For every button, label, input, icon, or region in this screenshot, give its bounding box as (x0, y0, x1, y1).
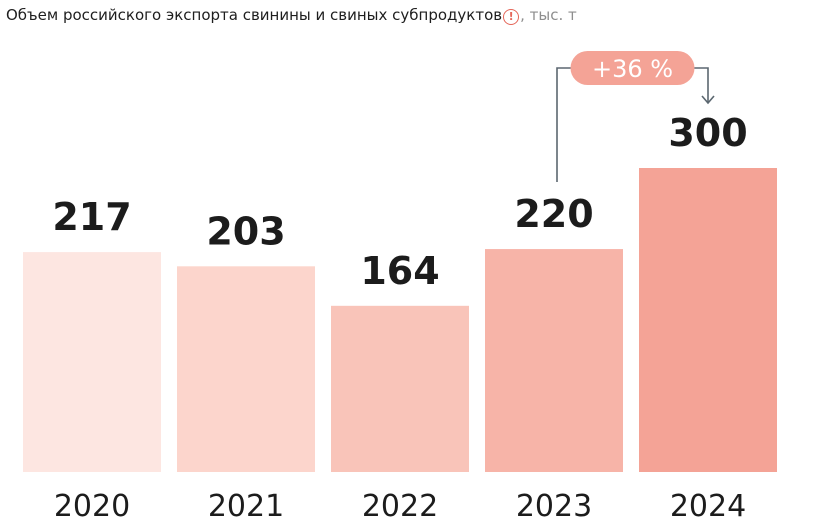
x-tick-2024: 2024 (670, 489, 746, 524)
x-tick-2022: 2022 (362, 489, 438, 524)
bar-2021 (177, 266, 315, 472)
x-tick-2021: 2021 (208, 489, 284, 524)
chart-title-text: Объем российского экспорта свинины и сви… (6, 6, 503, 24)
exclamation-circle-icon: ! (503, 9, 520, 25)
growth-badge-label: +36 % (592, 55, 673, 83)
chart-title: Объем российского экспорта свинины и сви… (6, 6, 577, 25)
bar-2022 (331, 305, 469, 472)
data-label-2024: 300 (668, 111, 747, 155)
bar-2024 (639, 168, 777, 472)
annotation-connector-left (556, 67, 571, 182)
chart-unit: , тыс. т (520, 6, 577, 24)
annotation-connector-right (692, 67, 709, 102)
data-label-2021: 203 (206, 209, 285, 253)
growth-badge (570, 51, 695, 85)
annotation-arrowhead (701, 95, 715, 105)
x-tick-2020: 2020 (54, 489, 130, 524)
bar-2020 (23, 252, 161, 472)
x-tick-2023: 2023 (516, 489, 592, 524)
data-label-2023: 220 (514, 192, 593, 236)
data-label-2020: 217 (52, 195, 131, 239)
bar-2023 (485, 249, 623, 472)
data-label-2022: 164 (360, 249, 439, 293)
